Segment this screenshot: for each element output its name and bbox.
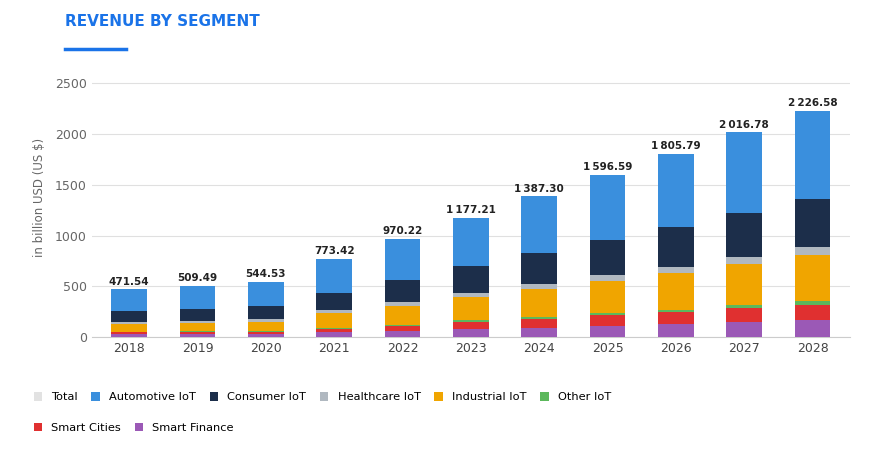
Bar bbox=[658, 324, 694, 337]
Bar bbox=[180, 331, 215, 332]
Bar bbox=[180, 322, 215, 331]
Text: 970.22: 970.22 bbox=[383, 226, 423, 236]
Bar bbox=[521, 317, 557, 319]
Bar bbox=[248, 322, 283, 331]
Bar bbox=[112, 334, 146, 337]
Bar bbox=[453, 321, 488, 322]
Bar bbox=[658, 312, 694, 324]
Bar bbox=[180, 286, 215, 309]
Bar bbox=[521, 319, 557, 328]
Bar bbox=[658, 267, 694, 273]
Bar bbox=[589, 326, 625, 337]
Bar bbox=[112, 324, 146, 332]
Text: 2 226.58: 2 226.58 bbox=[787, 98, 837, 109]
Bar bbox=[589, 175, 625, 240]
Bar bbox=[317, 293, 352, 310]
Bar bbox=[112, 322, 146, 324]
Bar bbox=[589, 240, 625, 275]
Bar bbox=[726, 308, 762, 322]
Bar bbox=[521, 289, 557, 317]
Bar bbox=[589, 313, 625, 316]
Bar bbox=[658, 154, 694, 227]
Text: 1 596.59: 1 596.59 bbox=[582, 163, 632, 172]
Bar bbox=[658, 273, 694, 310]
Bar bbox=[795, 301, 830, 305]
Bar bbox=[521, 284, 557, 289]
Bar bbox=[317, 310, 352, 313]
Bar bbox=[726, 257, 762, 264]
Text: 1 805.79: 1 805.79 bbox=[651, 141, 701, 151]
Bar bbox=[385, 326, 420, 331]
Bar bbox=[453, 297, 488, 321]
Bar bbox=[112, 332, 146, 334]
Bar bbox=[726, 264, 762, 305]
Text: 471.54: 471.54 bbox=[109, 277, 149, 287]
Bar bbox=[112, 311, 146, 322]
Bar bbox=[658, 310, 694, 312]
Text: 509.49: 509.49 bbox=[177, 273, 217, 283]
Bar bbox=[795, 199, 830, 247]
Bar bbox=[248, 332, 283, 334]
Text: 1 177.21: 1 177.21 bbox=[446, 205, 496, 215]
Bar bbox=[317, 313, 352, 328]
Bar bbox=[385, 302, 420, 306]
Text: REVENUE BY SEGMENT: REVENUE BY SEGMENT bbox=[65, 14, 260, 29]
Bar bbox=[521, 196, 557, 253]
Bar bbox=[795, 111, 830, 199]
Bar bbox=[521, 328, 557, 337]
Bar bbox=[453, 266, 488, 292]
Bar bbox=[726, 132, 762, 213]
Bar bbox=[453, 322, 488, 329]
Text: 544.53: 544.53 bbox=[246, 269, 286, 280]
Bar bbox=[726, 305, 762, 308]
Bar bbox=[589, 281, 625, 313]
Bar bbox=[180, 321, 215, 322]
Text: 1 387.30: 1 387.30 bbox=[514, 184, 564, 194]
Bar bbox=[795, 321, 830, 337]
Text: 773.42: 773.42 bbox=[314, 246, 355, 256]
Bar bbox=[317, 328, 352, 332]
Bar bbox=[248, 282, 283, 306]
Bar bbox=[453, 292, 488, 297]
Bar bbox=[795, 247, 830, 255]
Bar bbox=[589, 316, 625, 326]
Bar bbox=[180, 334, 215, 337]
Bar bbox=[726, 322, 762, 337]
Bar bbox=[317, 332, 352, 337]
Bar bbox=[248, 306, 283, 319]
Bar bbox=[248, 331, 283, 332]
Bar bbox=[521, 253, 557, 284]
Bar bbox=[180, 332, 215, 334]
Bar bbox=[589, 275, 625, 281]
Text: 2 016.78: 2 016.78 bbox=[719, 120, 769, 130]
Bar bbox=[248, 334, 283, 337]
Bar bbox=[385, 325, 420, 326]
Bar bbox=[248, 319, 283, 322]
Y-axis label: in billion USD (US $): in billion USD (US $) bbox=[33, 138, 46, 257]
Bar bbox=[726, 213, 762, 257]
Legend: Smart Cities, Smart Finance: Smart Cities, Smart Finance bbox=[29, 419, 238, 438]
Bar bbox=[795, 255, 830, 301]
Bar bbox=[385, 306, 420, 325]
Bar bbox=[385, 331, 420, 337]
Bar bbox=[112, 289, 146, 311]
Bar bbox=[180, 309, 215, 321]
Bar bbox=[317, 259, 352, 293]
Bar bbox=[453, 218, 488, 266]
Bar bbox=[453, 329, 488, 337]
Bar bbox=[385, 280, 420, 302]
Bar bbox=[658, 227, 694, 267]
Bar bbox=[795, 305, 830, 321]
Bar bbox=[385, 239, 420, 280]
